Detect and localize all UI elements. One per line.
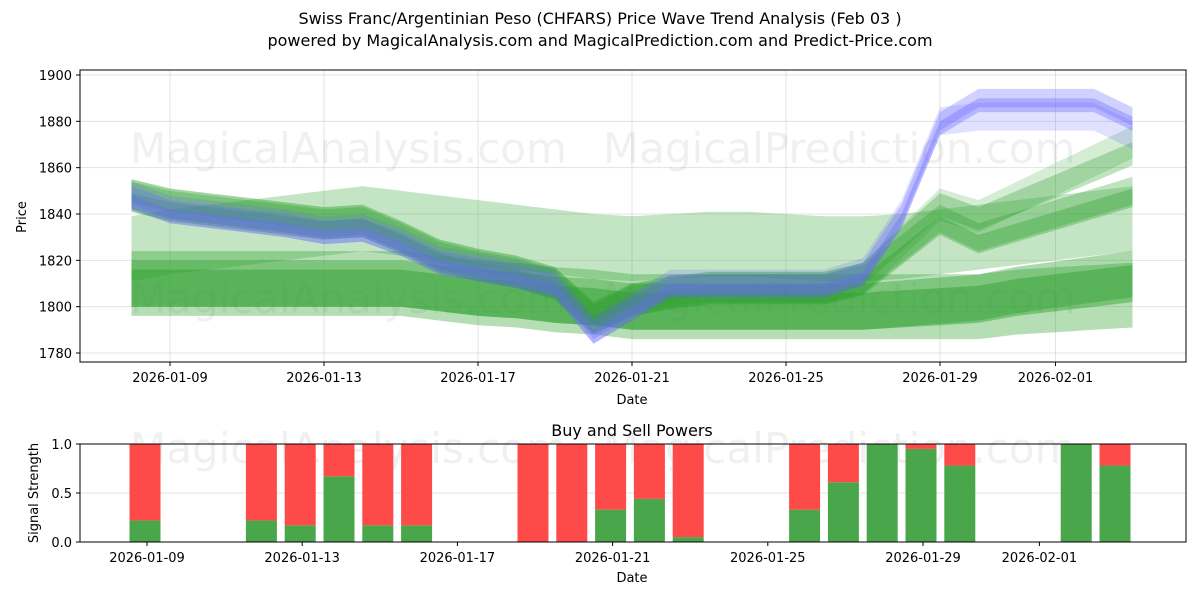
short-term-band <box>131 126 1133 335</box>
x-tick-label: 2026-01-09 <box>109 551 185 566</box>
sell-bar <box>905 444 937 449</box>
x-axis-label: Date <box>616 571 647 586</box>
buy-bar <box>401 525 433 542</box>
buy-bar <box>633 498 665 542</box>
chart-subtitle: powered by MagicalAnalysis.com and Magic… <box>267 31 933 50</box>
watermark-text: MagicalPrediction.com <box>603 124 1076 173</box>
buy-bar <box>1060 444 1092 542</box>
y-tick-label: 1800 <box>39 301 72 316</box>
buy-bar <box>905 448 937 542</box>
short-term-band <box>131 188 1133 335</box>
sell-bar <box>789 444 821 510</box>
sell-bar <box>672 444 704 538</box>
x-tick-label: 2026-01-21 <box>594 371 670 386</box>
y-tick-label: 1880 <box>39 115 72 130</box>
sell-bar <box>633 444 665 499</box>
x-tick-label: 2026-01-17 <box>440 371 516 386</box>
sell-bar <box>1099 444 1131 466</box>
y-tick-label: 1860 <box>39 162 72 177</box>
x-tick-label: 2026-01-29 <box>885 551 961 566</box>
sell-bar <box>556 444 588 542</box>
long-term-band <box>131 265 1133 330</box>
x-tick-label: 2026-01-21 <box>575 551 651 566</box>
x-tick-label: 2026-01-13 <box>286 371 362 386</box>
sell-bar <box>517 444 549 542</box>
y-tick-label: 1820 <box>39 254 72 269</box>
sell-bar <box>362 444 394 526</box>
price-axes-frame <box>79 69 1187 363</box>
y-tick-label: 0.0 <box>51 536 72 551</box>
sell-bar <box>827 444 859 483</box>
buy-bar <box>323 476 355 542</box>
chart-title: Swiss Franc/Argentinian Peso (CHFARS) Pr… <box>298 9 902 28</box>
y-tick-label: 1900 <box>39 69 72 84</box>
y-tick-label: 1780 <box>39 347 72 362</box>
buy-bar <box>129 520 161 542</box>
buy-sell-chart: MagicalAnalysis.comMagicalPrediction.com… <box>27 421 1187 586</box>
buy-bar <box>284 525 316 542</box>
short-term-band <box>131 142 1133 326</box>
buy-bar <box>362 525 394 542</box>
buy-bar <box>595 509 627 542</box>
y-tick-label: 1840 <box>39 208 72 223</box>
price-chart: MagicalAnalysis.com MagicalPrediction.com… <box>15 69 1187 408</box>
x-tick-label: 2026-01-09 <box>132 371 208 386</box>
sell-bar <box>323 444 355 477</box>
mid-term-band <box>131 186 1133 282</box>
buy-sell-title: Buy and Sell Powers <box>551 421 713 440</box>
x-tick-label: 2026-01-29 <box>902 371 978 386</box>
short-term-band <box>131 176 1133 333</box>
buy-bar <box>866 444 898 542</box>
sell-bar <box>284 444 316 526</box>
buy-bar <box>245 520 277 542</box>
y-tick-label: 0.5 <box>51 487 72 502</box>
price-wave-band <box>131 102 1133 344</box>
sell-bar <box>129 444 161 521</box>
y-axis-label: Signal Strength <box>27 443 42 543</box>
buy-bar <box>672 537 704 542</box>
sell-bar <box>401 444 433 526</box>
x-tick-label: 2026-02-01 <box>1018 371 1094 386</box>
x-tick-label: 2026-01-13 <box>264 551 340 566</box>
x-tick-label: 2026-02-01 <box>1002 551 1078 566</box>
y-axis-label: Price <box>15 201 30 233</box>
buy-bar <box>944 465 976 542</box>
watermark-text: MagicalAnalysis.com <box>130 274 567 323</box>
sell-bar <box>245 444 277 521</box>
buy-bar <box>789 509 821 542</box>
x-tick-label: 2026-01-17 <box>420 551 496 566</box>
watermark-text: MagicalAnalysis.com <box>130 124 567 173</box>
x-tick-label: 2026-01-25 <box>748 371 824 386</box>
y-tick-label: 1.0 <box>51 438 72 453</box>
buy-bar <box>827 482 859 542</box>
long-term-band <box>131 250 1133 330</box>
long-term-band <box>131 251 1133 340</box>
x-tick-label: 2026-01-25 <box>730 551 806 566</box>
sell-bar <box>944 444 976 466</box>
x-axis-label: Date <box>616 393 647 408</box>
watermark-text: MagicalPrediction.com <box>603 274 1076 323</box>
sell-bar <box>595 444 627 510</box>
buy-bar <box>1099 465 1131 542</box>
